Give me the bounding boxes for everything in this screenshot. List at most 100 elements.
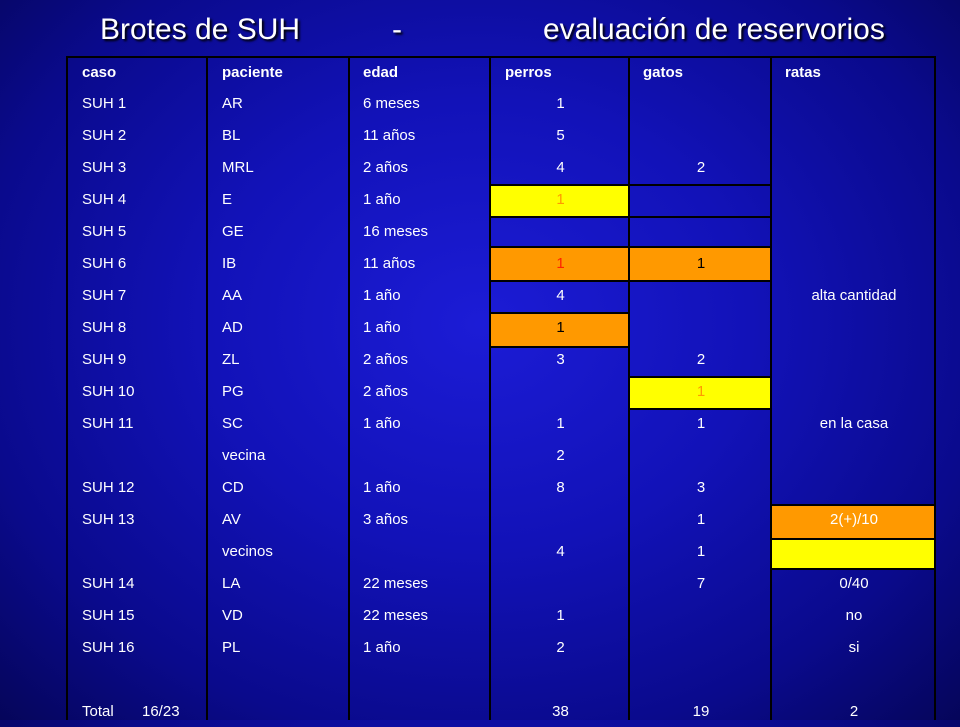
table-cell-edad: 3 años xyxy=(363,511,409,528)
row-border xyxy=(489,312,630,314)
table-cell-perros: 1 xyxy=(556,255,565,272)
table-cell-perros: 2 xyxy=(556,447,565,464)
highlight-orange-perros-suh8 xyxy=(491,314,630,346)
table-cell-caso: SUH 8 xyxy=(82,319,127,336)
header-paciente: paciente xyxy=(222,64,283,81)
table-cell-edad: 6 meses xyxy=(363,95,420,112)
table-cell-perros: 1 xyxy=(556,95,565,112)
table-cell-caso: SUH 2 xyxy=(82,127,127,144)
table-cell-paciente: vecina xyxy=(222,447,266,464)
total-perros: 38 xyxy=(552,703,569,720)
table-cell-edad: 1 año xyxy=(363,639,401,656)
table-cell-caso: SUH 5 xyxy=(82,223,127,240)
table-cell-edad: 1 año xyxy=(363,287,401,304)
table-cell-paciente: LA xyxy=(222,575,241,592)
row-border xyxy=(770,538,936,540)
row-border xyxy=(628,376,772,378)
table-cell-edad: 16 meses xyxy=(363,223,429,240)
slide-title: Brotes de SUH - evaluación de reservorio… xyxy=(0,10,960,50)
column-divider xyxy=(770,56,772,720)
table-cell-gatos: 1 xyxy=(696,255,706,272)
highlight-orange-perros-suh6 xyxy=(491,248,630,280)
column-divider xyxy=(348,56,350,720)
table-cell-edad: 2 años xyxy=(363,159,409,176)
total-gatos: 19 xyxy=(692,703,710,720)
column-divider xyxy=(489,56,491,720)
table-cell-perros: 1 xyxy=(556,191,565,208)
table-cell-paciente: IB xyxy=(222,255,237,272)
table-cell-paciente: AA xyxy=(222,287,243,304)
highlight-yellow-gatos-suh10 xyxy=(630,378,772,408)
table-cell-gatos: 1 xyxy=(696,543,706,560)
table-cell-paciente: SC xyxy=(222,415,243,432)
table-cell-paciente: ZL xyxy=(222,351,240,368)
table-cell-ratas: en la casa xyxy=(819,415,889,432)
table-cell-edad: 1 año xyxy=(363,415,401,432)
table-cell-caso: SUH 14 xyxy=(82,575,135,592)
table-cell-caso: SUH 13 xyxy=(82,511,135,528)
highlight-orange-gatos-suh6 xyxy=(630,248,772,280)
table-cell-gatos: 2 xyxy=(696,351,706,368)
table-cell-caso: SUH 16 xyxy=(82,639,135,656)
row-border xyxy=(489,280,772,282)
table-cell-edad: 1 año xyxy=(363,319,401,336)
table-cell-caso: SUH 4 xyxy=(82,191,127,208)
row-border xyxy=(489,184,772,186)
table-cell-paciente: BL xyxy=(222,127,241,144)
table-cell-caso: SUH 3 xyxy=(82,159,127,176)
table-cell-perros: 1 xyxy=(556,607,565,624)
table-cell-edad: 11 años xyxy=(363,127,416,144)
row-border xyxy=(489,346,630,348)
highlight-orange-ratas-suh13 xyxy=(772,506,936,538)
column-divider xyxy=(206,56,208,720)
header-caso: caso xyxy=(82,64,117,81)
table-cell-perros: 8 xyxy=(556,479,565,496)
table-cell-gatos: 2 xyxy=(696,159,706,176)
table-cell-paciente: PG xyxy=(222,383,244,400)
header-ratas: ratas xyxy=(785,64,821,81)
table-cell-caso: SUH 10 xyxy=(82,383,135,400)
table-border-left xyxy=(66,56,68,720)
row-border xyxy=(628,408,772,410)
table-cell-perros: 4 xyxy=(556,543,565,560)
table-cell-perros: 5 xyxy=(556,127,565,144)
table-cell-caso: SUH 12 xyxy=(82,479,135,496)
table-cell-edad: 11 años xyxy=(363,255,416,272)
table-cell-ratas: 0/40 xyxy=(839,575,869,592)
table-cell-paciente: MRL xyxy=(222,159,254,176)
table-cell-caso: SUH 9 xyxy=(82,351,127,368)
table-cell-paciente: AV xyxy=(222,511,241,528)
row-border xyxy=(770,568,936,570)
table-cell-gatos: 1 xyxy=(696,511,706,528)
table-cell-caso: SUH 6 xyxy=(82,255,127,272)
table-cell-caso: SUH 15 xyxy=(82,607,135,624)
row-border xyxy=(770,504,936,506)
table-cell-ratas: alta cantidad xyxy=(811,287,897,304)
table-cell-paciente: vecinos xyxy=(222,543,273,560)
table-cell-edad: 1 año xyxy=(363,191,401,208)
table-cell-ratas: no xyxy=(845,607,863,624)
table-cell-edad: 2 años xyxy=(363,383,409,400)
table-cell-caso: SUH 11 xyxy=(82,415,134,432)
table-cell-edad: 2 años xyxy=(363,351,409,368)
total-count: 16/23 xyxy=(142,703,180,720)
title-part-2: evaluación de reservorios xyxy=(543,13,885,46)
table-cell-perros: 4 xyxy=(556,287,565,304)
table-cell-gatos: 1 xyxy=(696,383,706,400)
total-label: Total xyxy=(82,703,114,720)
table-cell-ratas: 2(+)/10 xyxy=(830,511,878,528)
table-cell-ratas: si xyxy=(848,639,860,656)
table-cell-edad: 1 año xyxy=(363,479,401,496)
title-part-1: Brotes de SUH xyxy=(100,13,301,46)
total-ratas: 2 xyxy=(849,703,859,720)
table-cell-perros: 3 xyxy=(556,351,565,368)
table-cell-edad: 22 meses xyxy=(363,607,429,624)
table-cell-perros: 2 xyxy=(556,639,565,656)
table-cell-perros: 4 xyxy=(556,159,565,176)
row-border xyxy=(489,246,772,248)
table-cell-gatos: 3 xyxy=(696,479,706,496)
table-cell-paciente: E xyxy=(222,191,233,208)
table-cell-perros: 1 xyxy=(556,415,565,432)
table-cell-paciente: VD xyxy=(222,607,243,624)
